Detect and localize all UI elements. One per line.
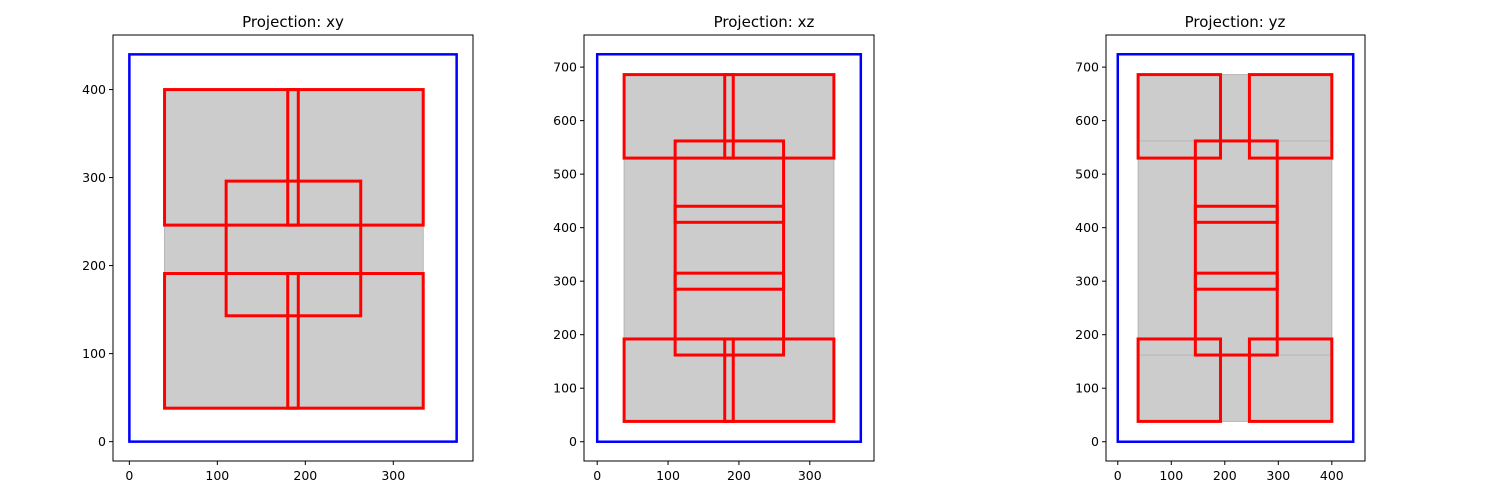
panel-projection-yz: Projection: yz 0 100 200 300 400 0 100 200 300 40… bbox=[1075, 13, 1366, 483]
y-tick-label: 0 bbox=[98, 434, 106, 449]
x-tick-label: 100 bbox=[656, 468, 680, 483]
x-tick-label: 300 bbox=[1266, 468, 1290, 483]
x-tick-label: 200 bbox=[293, 468, 317, 483]
x-tick-label: 200 bbox=[1213, 468, 1237, 483]
component-box bbox=[1193, 204, 1279, 224]
component-box bbox=[673, 204, 786, 224]
x-tick-label: 300 bbox=[798, 468, 822, 483]
y-tick-label: 400 bbox=[1075, 220, 1099, 235]
y-tick-label: 400 bbox=[82, 82, 106, 97]
component-box bbox=[723, 337, 735, 423]
x-tick-label: 200 bbox=[727, 468, 751, 483]
y-tick-label: 600 bbox=[553, 113, 577, 128]
y-tick-label: 100 bbox=[82, 346, 106, 361]
y-tick-label: 700 bbox=[553, 60, 577, 75]
y-tick-label: 200 bbox=[82, 258, 106, 273]
chart-title: Projection: xy bbox=[242, 13, 344, 31]
component-box bbox=[1247, 73, 1334, 160]
y-tick-label: 600 bbox=[1075, 113, 1099, 128]
y-tick-label: 0 bbox=[569, 434, 577, 449]
component-box bbox=[673, 271, 786, 291]
component-box bbox=[723, 73, 735, 160]
x-tick-label: 0 bbox=[593, 468, 601, 483]
y-tick-label: 500 bbox=[553, 167, 577, 182]
y-tick-label: 500 bbox=[1075, 167, 1099, 182]
component-box bbox=[286, 88, 300, 227]
panel-projection-xy: Projection: xy 0 100 200 300 0 100 200 300 400 bbox=[82, 13, 474, 483]
panel-projection-xz: Projection: xz 0 100 200 300 0 100 200 300 400 50… bbox=[553, 13, 875, 483]
fill-region bbox=[623, 74, 835, 422]
y-tick-label: 300 bbox=[1075, 274, 1099, 289]
component-box bbox=[224, 179, 363, 318]
boundary-box bbox=[595, 53, 863, 443]
axes-frame bbox=[112, 34, 474, 462]
axes-frame bbox=[583, 34, 875, 462]
chart-title: Projection: xz bbox=[714, 13, 815, 31]
boundary-box bbox=[1116, 53, 1355, 443]
y-tick-label: 0 bbox=[1091, 434, 1099, 449]
x-tick-label: 0 bbox=[1114, 468, 1122, 483]
component-box bbox=[1247, 337, 1334, 423]
y-tick-label: 700 bbox=[1075, 60, 1099, 75]
y-tick-label: 200 bbox=[553, 327, 577, 342]
axes-frame bbox=[1105, 34, 1366, 462]
y-tick-label: 100 bbox=[1075, 381, 1099, 396]
component-box bbox=[1193, 271, 1279, 291]
boundary-box bbox=[128, 53, 458, 443]
y-tick-label: 100 bbox=[553, 381, 577, 396]
y-tick-label: 400 bbox=[553, 220, 577, 235]
y-tick-label: 300 bbox=[553, 274, 577, 289]
x-tick-label: 100 bbox=[205, 468, 229, 483]
x-tick-label: 100 bbox=[1159, 468, 1183, 483]
component-box bbox=[673, 139, 786, 357]
chart-title: Projection: yz bbox=[1185, 13, 1286, 31]
component-box bbox=[1193, 139, 1279, 357]
x-tick-label: 0 bbox=[125, 468, 133, 483]
y-tick-label: 200 bbox=[1075, 327, 1099, 342]
y-tick-label: 300 bbox=[82, 170, 106, 185]
component-box bbox=[1136, 73, 1223, 160]
x-tick-label: 400 bbox=[1320, 468, 1344, 483]
fill-region bbox=[1137, 140, 1333, 356]
component-box bbox=[286, 272, 300, 410]
x-tick-label: 300 bbox=[381, 468, 405, 483]
component-box bbox=[1136, 337, 1223, 423]
fill-region bbox=[164, 89, 424, 409]
